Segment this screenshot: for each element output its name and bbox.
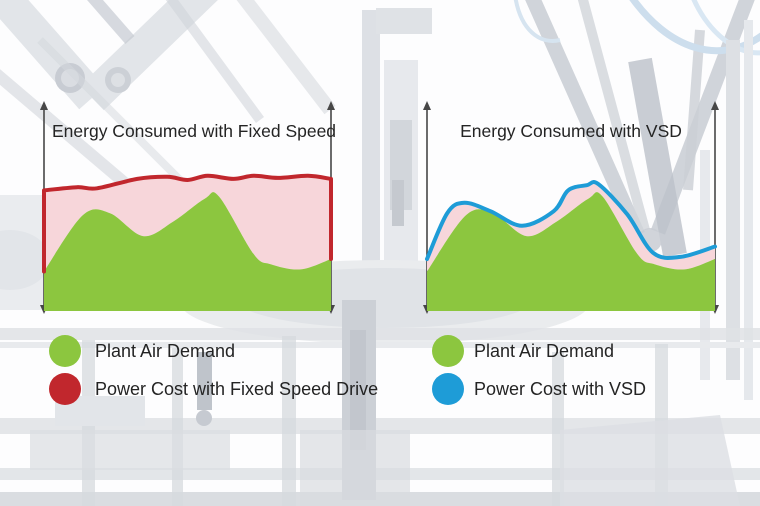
arrow-up-icon bbox=[423, 101, 431, 110]
fixed-speed-area-chart bbox=[42, 173, 333, 311]
power-cost-fixed-swatch bbox=[49, 373, 81, 405]
legend-label-power-cost-vsd: Power Cost with VSD bbox=[474, 378, 647, 399]
legend-label-plant-air-demand: Plant Air Demand bbox=[474, 340, 615, 361]
fixed-speed-legend: Plant Air Demand Power Cost with Fixed S… bbox=[49, 335, 378, 405]
arrow-up-icon bbox=[40, 101, 48, 110]
legend-label-power-cost-fixed: Power Cost with Fixed Speed Drive bbox=[95, 378, 379, 399]
legend-row-power-cost-vsd: Power Cost with VSD bbox=[432, 373, 646, 405]
legend-row-plant-air-demand: Plant Air Demand bbox=[432, 335, 646, 367]
legend-row-power-cost-fixed: Power Cost with Fixed Speed Drive bbox=[49, 373, 378, 405]
plant-air-demand-swatch bbox=[49, 335, 81, 367]
arrow-up-icon bbox=[327, 101, 335, 110]
vsd-legend: Plant Air Demand Power Cost with VSD bbox=[432, 335, 646, 405]
plant-air-demand-swatch bbox=[432, 335, 464, 367]
vsd-area-chart bbox=[425, 180, 717, 311]
fixed-speed-chart-title: Energy Consumed with Fixed Speed bbox=[52, 121, 337, 141]
vsd-chart-title: Energy Consumed with VSD bbox=[460, 121, 682, 141]
power-cost-vsd-swatch bbox=[432, 373, 464, 405]
arrow-up-icon bbox=[711, 101, 719, 110]
legend-label-plant-air-demand: Plant Air Demand bbox=[95, 340, 236, 361]
legend-row-plant-air-demand: Plant Air Demand bbox=[49, 335, 378, 367]
